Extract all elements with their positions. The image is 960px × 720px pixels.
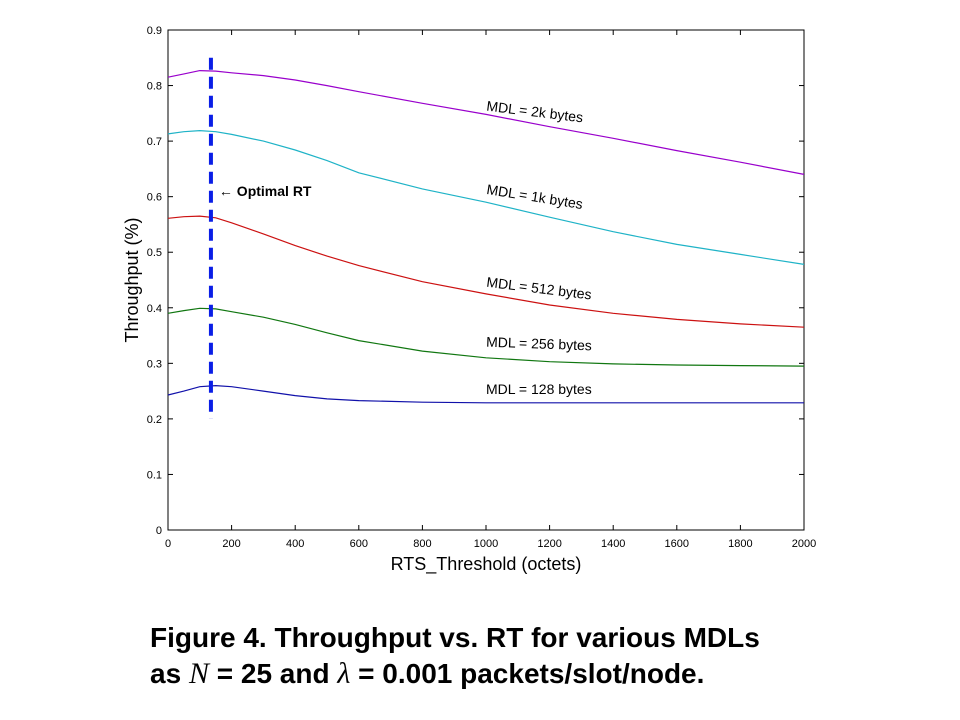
throughput-chart: 0 200 400 600 800 1000 1200 1400 1600 1800 2000 00…: [122, 25, 816, 575]
caption-line-1: Figure 4. Throughput vs. RT for various …: [150, 622, 760, 653]
x-tick-label: 600: [350, 538, 368, 550]
y-tick-label: 0.3: [147, 358, 162, 370]
x-tick-label: 0: [165, 538, 171, 550]
y-tick-label: 0.4: [147, 303, 162, 315]
x-tick-label: 400: [286, 538, 304, 550]
x-axis-ticks: 0 200 400 600 800 1000 1200 1400 1600 1800 2000: [165, 30, 816, 550]
x-tick-label: 1200: [537, 538, 561, 550]
x-tick-label: 1800: [728, 538, 752, 550]
series-line-1: [167, 129, 805, 265]
y-axis-ticks: 0 0.1 0.2 0.3 0.4 0.5 0.6 0.7 0.8 0.9: [147, 25, 804, 537]
caption-line-2: as N = 25 and λ = 0.001 packets/slot/nod…: [150, 656, 930, 692]
y-axis-title: Throughput (%): [122, 217, 142, 342]
x-tick-label: 2000: [792, 538, 816, 550]
series-label-3: MDL = 256 bytes: [486, 334, 592, 354]
y-tick-label: 0.6: [147, 192, 162, 204]
figure-caption: Figure 4. Throughput vs. RT for various …: [150, 620, 930, 692]
x-axis-title: RTS_Threshold (octets): [391, 554, 582, 575]
caption-n-symbol: N: [188, 657, 209, 690]
x-tick-label: 1600: [665, 538, 689, 550]
y-tick-label: 0.8: [147, 81, 162, 93]
series-line-0: [167, 69, 805, 175]
y-tick-label: 0.7: [147, 136, 162, 148]
series-line-2: [167, 215, 805, 328]
y-tick-label: 0.9: [147, 25, 162, 37]
x-tick-label: 1000: [474, 538, 498, 550]
series-lines: [167, 69, 805, 404]
caption-eq2: = 0.001 packets/slot/node.: [358, 658, 705, 689]
caption-eq1: = 25 and: [216, 658, 330, 689]
y-tick-label: 0.5: [147, 247, 162, 259]
caption-as: as: [150, 658, 182, 689]
optimal-rt-label: ← Optimal RT: [219, 183, 312, 199]
series-line-4: [167, 384, 804, 404]
y-tick-label: 0.2: [147, 414, 162, 426]
x-tick-label: 800: [413, 538, 431, 550]
series-line-3: [167, 307, 805, 367]
x-tick-label: 200: [222, 538, 240, 550]
x-tick-label: 1400: [601, 538, 625, 550]
series-label-4: MDL = 128 bytes: [486, 381, 592, 397]
caption-lambda-symbol: λ: [337, 657, 351, 690]
y-tick-label: 0.1: [147, 469, 162, 481]
plot-area: [167, 29, 805, 531]
y-tick-label: 0: [156, 525, 162, 537]
